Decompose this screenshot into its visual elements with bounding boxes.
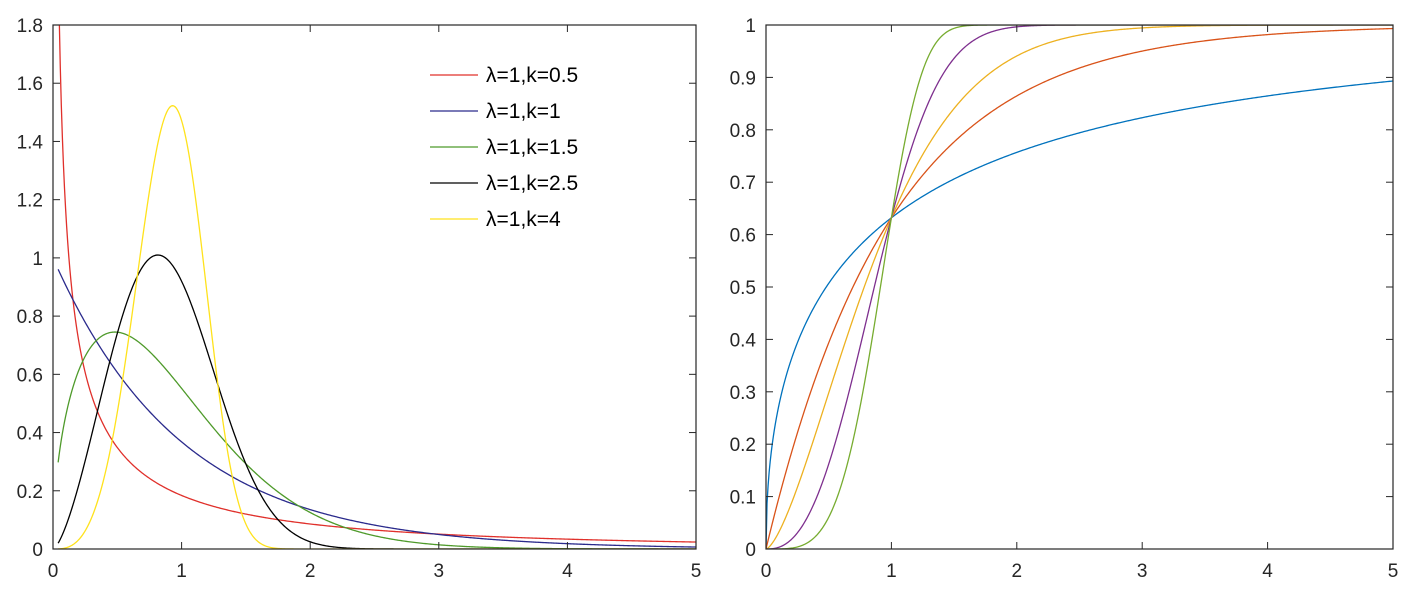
chart0-y-tick-label: 1.8 [17, 16, 43, 37]
legend-label: λ=1,k=2.5 [486, 172, 578, 195]
chart0-y-tick-label: 1.6 [17, 74, 43, 95]
chart0-x-tick-label: 2 [305, 561, 316, 582]
chart1-series-line-k4 [766, 25, 1393, 549]
chart0-series-group [57, 25, 696, 549]
chart1-x-tick-label: 4 [1262, 561, 1273, 582]
chart0-y-tick-label: 0 [32, 540, 43, 561]
chart1-axes-box [765, 24, 1394, 550]
chart0-x-tick-label: 5 [691, 561, 702, 582]
chart0-series-line-k0_5 [58, 25, 696, 543]
legend-label: λ=1,k=1.5 [486, 136, 578, 159]
legend-label: λ=1,k=4 [486, 208, 561, 231]
chart1-y-tick-label: 0.9 [730, 68, 756, 89]
chart0-x-tick-label: 3 [434, 561, 445, 582]
chart1-series-line-k0_5 [766, 80, 1393, 549]
chart1-x-tick-label: 5 [1388, 561, 1399, 582]
chart0-y-tick-label: 1.4 [17, 132, 44, 153]
chart1-y-tick-label: 0.7 [730, 173, 756, 194]
chart1-series-line-k2_5 [766, 25, 1393, 549]
chart1-y-tick-label: 0.5 [730, 278, 756, 299]
chart0-y-tick-label: 0.8 [17, 307, 43, 328]
chart1-y-tick-label: 0.8 [730, 121, 756, 142]
chart1-y-tick-label: 0.2 [730, 435, 756, 456]
chart1-x-tick-label: 3 [1137, 561, 1148, 582]
chart0-x-tick-label: 1 [176, 561, 187, 582]
chart0-axes-box [52, 24, 697, 550]
chart0-y-tick-label: 0.6 [17, 365, 43, 386]
chart0-x-tick-label: 4 [562, 561, 573, 582]
chart0-series-line-k4 [58, 105, 696, 549]
chart1-y-tick-label: 0.3 [730, 383, 756, 404]
legend-label: λ=1,k=1 [486, 100, 561, 123]
chart0-series-line-k2_5 [57, 254, 696, 549]
chart1-x-tick-label: 0 [761, 561, 772, 582]
chart0-legend: λ=1,k=0.5 λ=1,k=1 λ=1,k=1.5 λ=1,k=2.5 λ=1,k=… [430, 64, 578, 231]
chart1-y-tick-label: 0.4 [730, 330, 757, 351]
chart1-y-tick-label: 0.1 [730, 488, 756, 509]
chart1-x-tick-label: 2 [1012, 561, 1023, 582]
pdf-chart: 0 1 2 3 4 5 0 0.2 0.4 0.6 0.8 1 1.2 1.4 1.6 1.8 λ=1,k=0.… [17, 16, 702, 582]
chart0-series-line-k1_5 [57, 331, 696, 549]
chart1-x-tick-label: 1 [886, 561, 897, 582]
chart1-series-group [766, 25, 1393, 549]
legend-label: λ=1,k=0.5 [486, 64, 578, 87]
chart0-y-tick-label: 0.2 [17, 482, 43, 503]
chart1-series-line-k1 [766, 27, 1393, 549]
chart0-x-tick-label: 0 [48, 561, 59, 582]
chart1-y-tick-label: 0 [745, 540, 756, 561]
chart1-y-tick-label: 0.6 [730, 226, 756, 247]
chart0-y-tick-label: 1.2 [17, 191, 43, 212]
chart0-y-tick-label: 0.4 [17, 424, 44, 445]
chart0-y-tick-label: 1 [32, 249, 43, 270]
chart1-series-line-k1_5 [766, 25, 1393, 549]
chart1-y-tick-label: 1 [745, 16, 756, 37]
chart0-series-line-k1 [57, 269, 696, 548]
cdf-chart: 0 1 2 3 4 5 0 0.1 0.2 0.3 0.4 0.5 0.6 0.7 0.8 0.9 1 [730, 16, 1399, 582]
